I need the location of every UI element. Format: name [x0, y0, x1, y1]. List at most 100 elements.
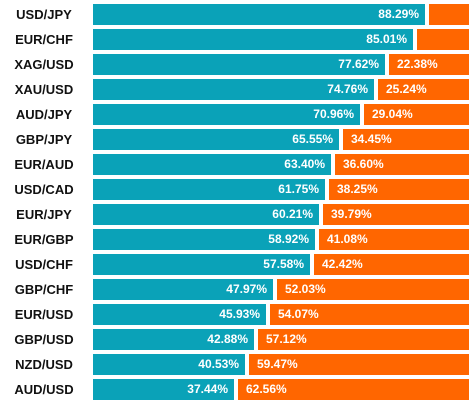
bar-separator [315, 229, 319, 250]
short-percent-label: 59.47% [257, 357, 298, 371]
category-label: EUR/USD [14, 307, 74, 322]
long-percent-label: 85.01% [366, 32, 407, 46]
category-label: GBP/CHF [14, 282, 74, 297]
short-percent-label: 62.56% [246, 382, 287, 396]
category-label: EUR/AUD [14, 157, 74, 172]
chart-row: GBP/CHF 47.97% 52.03% [0, 277, 475, 302]
long-percent-label: 74.76% [327, 82, 368, 96]
short-bar [258, 329, 469, 350]
chart-row: GBP/USD 42.88% 57.12% [0, 327, 475, 352]
bar-separator [413, 29, 417, 50]
bar-track: 63.40% 36.60% [93, 154, 469, 175]
short-percent-label: 39.79% [331, 207, 372, 221]
long-bar [93, 79, 374, 100]
category-label: USD/CHF [15, 257, 73, 272]
chart-row: XAG/USD 77.62% 22.38% [0, 52, 475, 77]
long-percent-label: 58.92% [268, 232, 309, 246]
category-label: XAG/USD [14, 57, 74, 72]
bar-separator [360, 104, 364, 125]
bar-separator [331, 154, 335, 175]
category-label: XAU/USD [14, 82, 74, 97]
category-label: USD/JPY [16, 7, 72, 22]
category-label: NZD/USD [15, 357, 73, 372]
long-bar [93, 179, 325, 200]
long-bar [93, 329, 254, 350]
category-label: AUD/USD [14, 382, 74, 397]
category-label: EUR/JPY [16, 207, 72, 222]
bar-separator [385, 54, 389, 75]
short-bar [249, 354, 469, 375]
long-percent-label: 57.58% [263, 257, 304, 271]
long-bar [93, 204, 319, 225]
long-percent-label: 45.93% [219, 307, 260, 321]
bar-separator [325, 179, 329, 200]
bar-separator [310, 254, 314, 275]
chart-row: EUR/USD 45.93% 54.07% [0, 302, 475, 327]
short-bar [389, 54, 469, 75]
category-label: AUD/JPY [15, 107, 73, 122]
chart-row: EUR/GBP 58.92% 41.08% [0, 227, 475, 252]
long-bar [93, 229, 315, 250]
bar-track: 74.76% 25.24% [93, 79, 469, 100]
short-bar [429, 4, 469, 25]
bar-track: 61.75% 38.25% [93, 179, 469, 200]
short-bar [314, 254, 469, 275]
long-bar [93, 4, 425, 25]
short-bar [364, 104, 469, 125]
bar-separator [319, 204, 323, 225]
long-bar [93, 254, 310, 275]
bar-track: 47.97% 52.03% [93, 279, 469, 300]
short-bar [378, 79, 469, 100]
bar-separator [273, 279, 277, 300]
category-label: USD/CAD [14, 182, 74, 197]
long-percent-label: 88.29% [378, 7, 419, 21]
bar-track: 70.96% 29.04% [93, 104, 469, 125]
bar-separator [245, 354, 249, 375]
bar-track: 57.58% 42.42% [93, 254, 469, 275]
bar-separator [234, 379, 238, 400]
bar-separator [254, 329, 258, 350]
long-percent-label: 60.21% [272, 207, 313, 221]
bar-track: 88.29% [93, 4, 469, 25]
long-percent-label: 47.97% [226, 282, 267, 296]
chart-row: EUR/CHF 85.01% [0, 27, 475, 52]
long-bar [93, 279, 273, 300]
bar-track: 42.88% 57.12% [93, 329, 469, 350]
long-bar [93, 54, 385, 75]
bar-track: 58.92% 41.08% [93, 229, 469, 250]
short-bar [417, 29, 469, 50]
bar-track: 37.44% 62.56% [93, 379, 469, 400]
long-percent-label: 63.40% [284, 157, 325, 171]
short-percent-label: 38.25% [337, 182, 378, 196]
short-bar [329, 179, 469, 200]
short-percent-label: 41.08% [327, 232, 368, 246]
long-bar [93, 154, 331, 175]
short-bar [335, 154, 469, 175]
bar-track: 60.21% 39.79% [93, 204, 469, 225]
short-percent-label: 25.24% [386, 82, 427, 96]
chart-row: USD/CHF 57.58% 42.42% [0, 252, 475, 277]
long-percent-label: 42.88% [207, 332, 248, 346]
long-percent-label: 77.62% [338, 57, 379, 71]
chart-row: USD/CAD 61.75% 38.25% [0, 177, 475, 202]
short-bar [343, 129, 469, 150]
short-percent-label: 34.45% [351, 132, 392, 146]
chart-row: XAU/USD 74.76% 25.24% [0, 77, 475, 102]
long-bar [93, 129, 339, 150]
short-bar [323, 204, 469, 225]
category-label: EUR/GBP [14, 232, 74, 247]
bar-separator [425, 4, 429, 25]
long-bar [93, 354, 245, 375]
short-percent-label: 54.07% [278, 307, 319, 321]
chart-row: EUR/AUD 63.40% 36.60% [0, 152, 475, 177]
bar-track: 45.93% 54.07% [93, 304, 469, 325]
short-percent-label: 57.12% [266, 332, 307, 346]
category-label: EUR/CHF [15, 32, 73, 47]
short-percent-label: 52.03% [285, 282, 326, 296]
bar-track: 65.55% 34.45% [93, 129, 469, 150]
chart-row: USD/JPY 88.29% [0, 2, 475, 27]
long-percent-label: 61.75% [278, 182, 319, 196]
bar-separator [374, 79, 378, 100]
short-bar [270, 304, 469, 325]
